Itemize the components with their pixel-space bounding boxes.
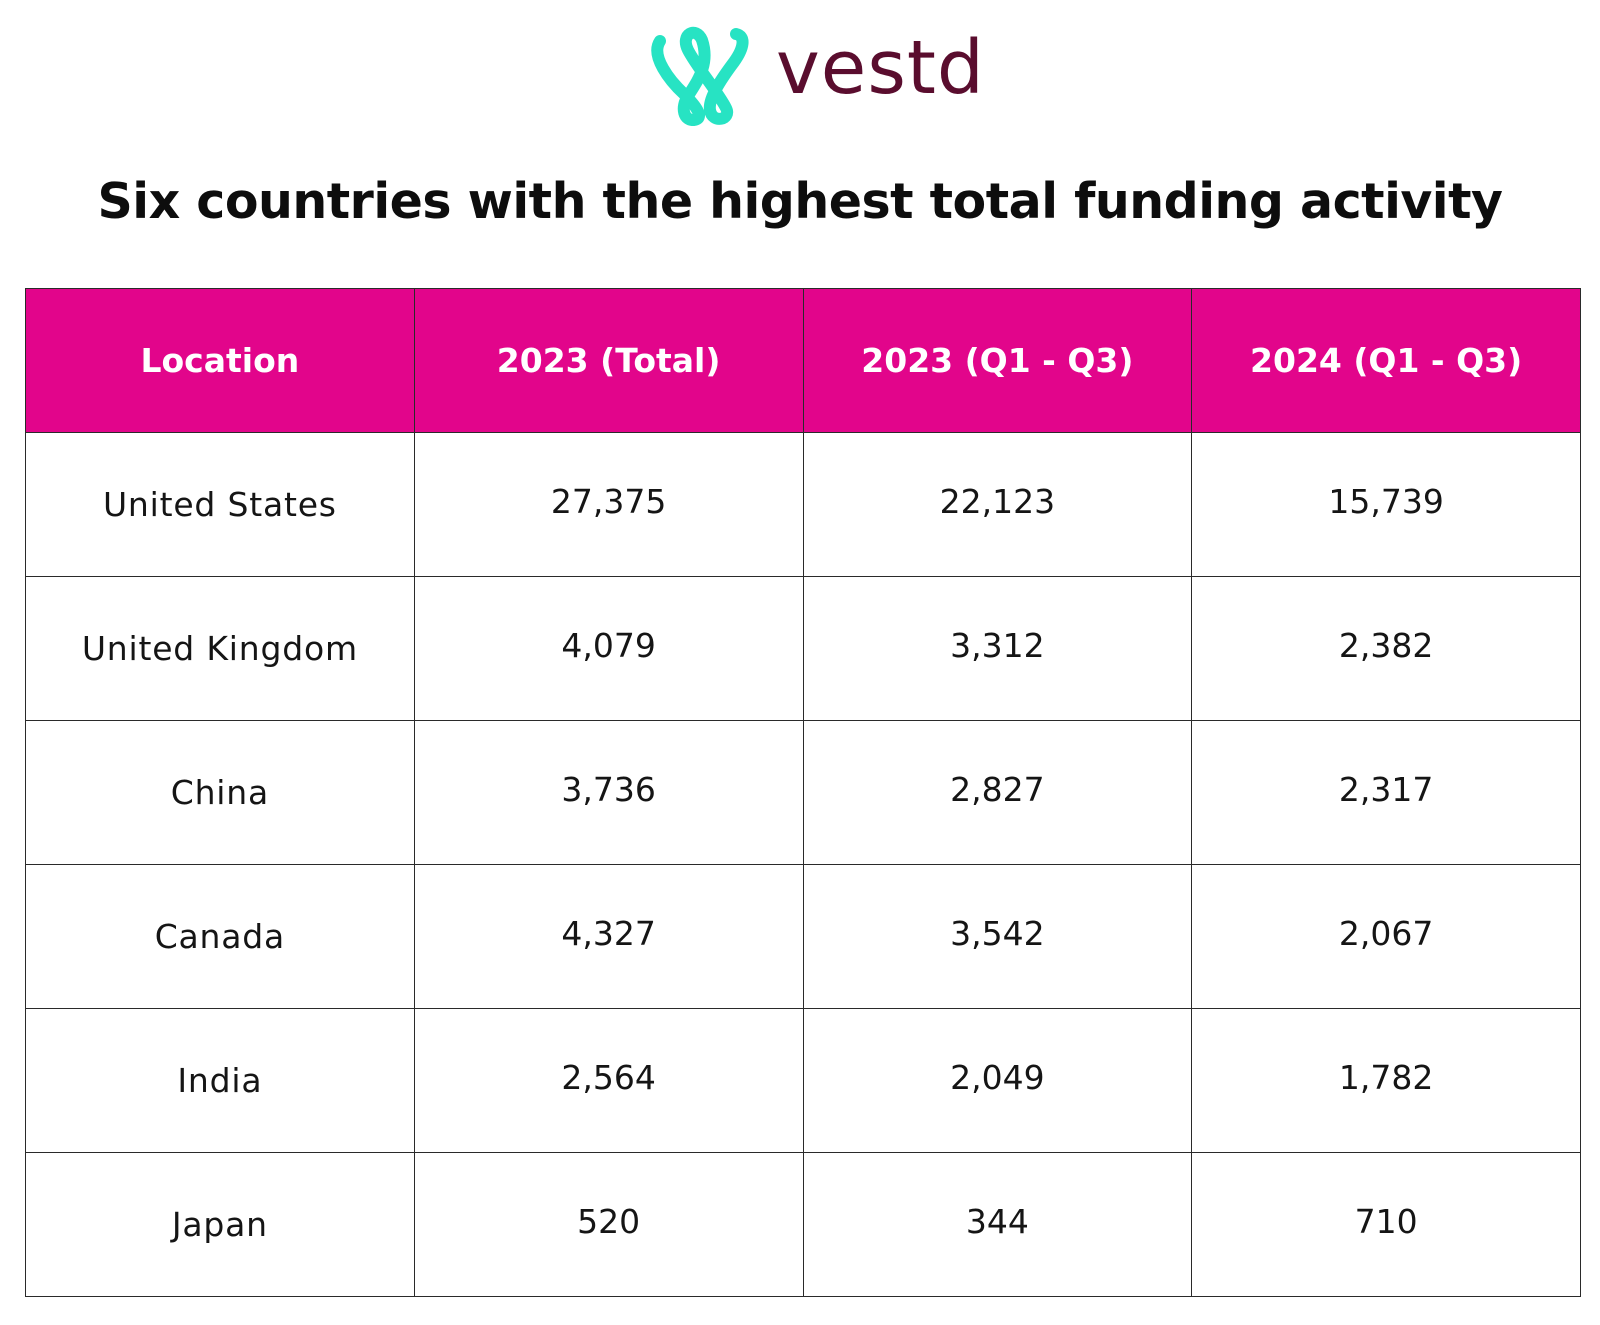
value-cell: 520 [413,1149,804,1294]
value-cell: 1,782 [1191,1005,1581,1150]
value-cell: 2,317 [1191,717,1581,862]
value-cell: 2,049 [802,1005,1193,1150]
location-cell: United Kingdom [25,576,415,721]
location-cell: China [25,720,415,865]
value-cell: 27,375 [413,429,804,574]
value-cell: 2,382 [1191,573,1581,718]
value-cell: 344 [802,1149,1193,1294]
vestd-heart-logo-icon [651,26,749,126]
value-cell: 2,067 [1191,861,1581,1006]
value-cell: 4,079 [413,573,804,718]
table-row: India 2,564 2,049 1,782 [25,1005,1581,1153]
location-cell: India [25,1008,415,1153]
value-cell: 2,827 [802,717,1193,862]
value-cell: 2,564 [413,1005,804,1150]
column-header-2023-total: 2023 (Total) [413,288,804,433]
location-cell: Japan [25,1152,415,1297]
table-row: United States 27,375 22,123 15,739 [25,429,1581,577]
table-row: China 3,736 2,827 2,317 [25,717,1581,865]
brand-name: vestd [776,25,985,111]
value-cell: 15,739 [1191,429,1581,574]
value-cell: 3,542 [802,861,1193,1006]
table-header-row: Location 2023 (Total) 2023 (Q1 - Q3) 202… [25,288,1581,433]
value-cell: 3,312 [802,573,1193,718]
value-cell: 3,736 [413,717,804,862]
value-cell: 4,327 [413,861,804,1006]
column-header-location: Location [25,288,415,433]
table-title: Six countries with the highest total fun… [97,173,1503,230]
table-row: United Kingdom 4,079 3,312 2,382 [25,573,1581,721]
location-cell: United States [25,432,415,577]
brand-logo: vestd [650,22,985,130]
table-row: Japan 520 344 710 [25,1149,1581,1297]
funding-table: Location 2023 (Total) 2023 (Q1 - Q3) 202… [25,288,1581,1297]
table-row: Canada 4,327 3,542 2,067 [25,861,1581,1009]
value-cell: 22,123 [802,429,1193,574]
column-header-2024-q1-q3: 2024 (Q1 - Q3) [1191,288,1581,433]
column-header-2023-q1-q3: 2023 (Q1 - Q3) [802,288,1193,433]
location-cell: Canada [25,864,415,1009]
value-cell: 710 [1191,1149,1581,1294]
